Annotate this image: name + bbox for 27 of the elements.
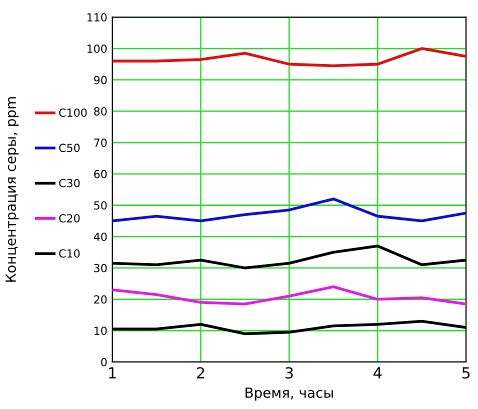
y-axis-title: Концентрация серы, ppm [6,97,19,282]
legend-label: C10 [59,249,80,258]
line-series [112,47,466,68]
y-tick-label: 20 [94,295,107,304]
legend-label: C20 [59,214,80,222]
y-tick-label: 90 [94,76,107,84]
x-tick-label: 4 [374,367,382,378]
y-tick-label: 30 [94,264,107,272]
x-tick-label: 1 [109,367,116,378]
y-tick-label: 80 [94,107,107,116]
legend-label: C100 [59,108,87,117]
x-axis-title: Время, часы [246,388,333,401]
y-tick-label: 70 [94,138,107,147]
x-tick-label: 5 [462,367,470,379]
x-tick-label: 2 [197,367,204,378]
y-tick-label: 0 [101,358,107,366]
y-tick-label: 110 [87,13,107,22]
legend-label: C30 [59,178,80,188]
legend-label: C50 [59,144,80,152]
y-tick-label: 10 [94,326,107,335]
line-series [112,285,466,306]
line-series [112,198,466,222]
y-tick-label: 100 [87,44,107,53]
y-tick-label: 40 [94,232,107,241]
y-tick-label: 50 [94,201,107,210]
x-tick-label: 3 [285,367,293,379]
y-tick-label: 60 [94,170,107,178]
